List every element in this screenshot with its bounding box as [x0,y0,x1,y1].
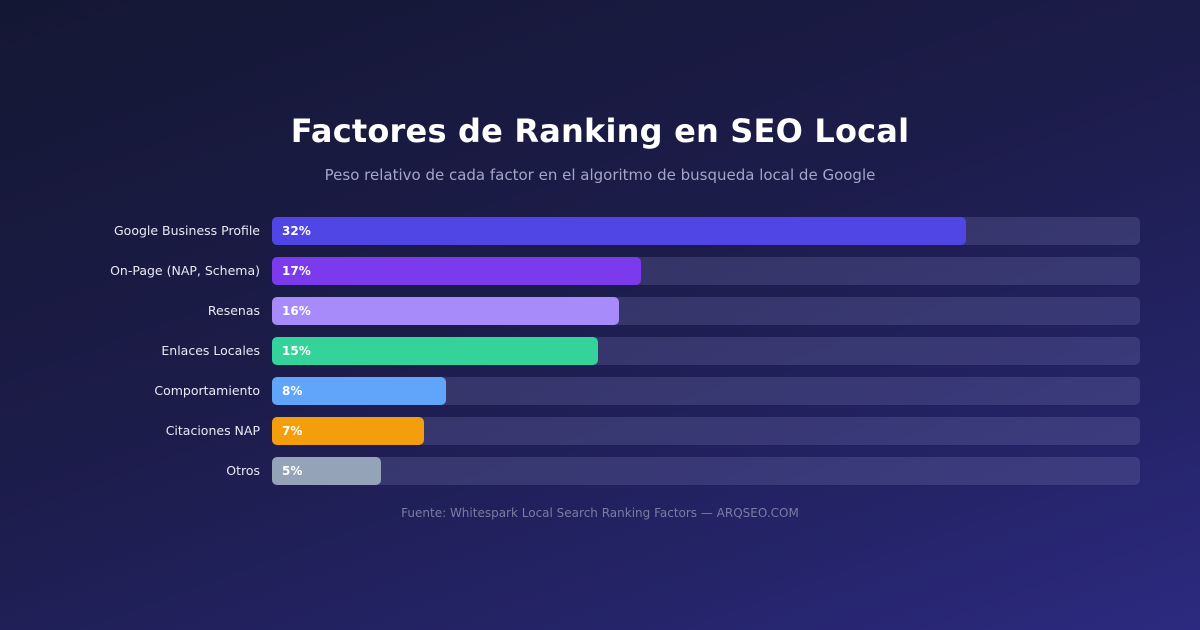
bar: 5% [272,457,381,485]
bar-row: Google Business Profile 32% [0,217,1200,245]
category-label: On-Page (NAP, Schema) [110,263,260,278]
bar: 32% [272,217,967,245]
bar-row: Resenas 16% [0,297,1200,325]
bar: 17% [272,257,641,285]
chart-title: Factores de Ranking en SEO Local [290,112,910,150]
chart-subtitle: Peso relativo de cada factor en el algor… [324,166,876,184]
bar-row: Otros 5% [0,457,1200,485]
bar-value-label: 8% [282,384,303,398]
bar-track: 5% [272,457,1140,485]
bar: 15% [272,337,598,365]
bar: 16% [272,297,620,325]
category-label: Google Business Profile [113,223,260,238]
bar-value-label: 5% [282,464,303,478]
bar-row: On-Page (NAP, Schema) 17% [0,257,1200,285]
bar-track: 7% [272,417,1140,445]
bar-track: 15% [272,337,1140,365]
bar: 8% [272,377,446,405]
bar-track: 32% [272,217,1140,245]
bar-track: 8% [272,377,1140,405]
bar-track: 16% [272,297,1140,325]
category-label: Resenas [207,303,260,318]
source-note: Fuente: Whitespark Local Search Ranking … [401,506,799,520]
bar-value-label: 7% [282,424,303,438]
bar-track: 17% [272,257,1140,285]
bar-row: Comportamiento 8% [0,377,1200,405]
bar-value-label: 16% [282,304,311,318]
bar-value-label: 17% [282,264,311,278]
bar: 7% [272,417,424,445]
category-label: Otros [226,463,260,478]
category-label: Comportamiento [154,383,260,398]
category-label: Enlaces Locales [161,343,260,358]
bar-row: Citaciones NAP 7% [0,417,1200,445]
bar-value-label: 15% [282,344,311,358]
bar-row: Enlaces Locales 15% [0,337,1200,365]
bar-value-label: 32% [282,224,311,238]
category-label: Citaciones NAP [165,423,260,438]
